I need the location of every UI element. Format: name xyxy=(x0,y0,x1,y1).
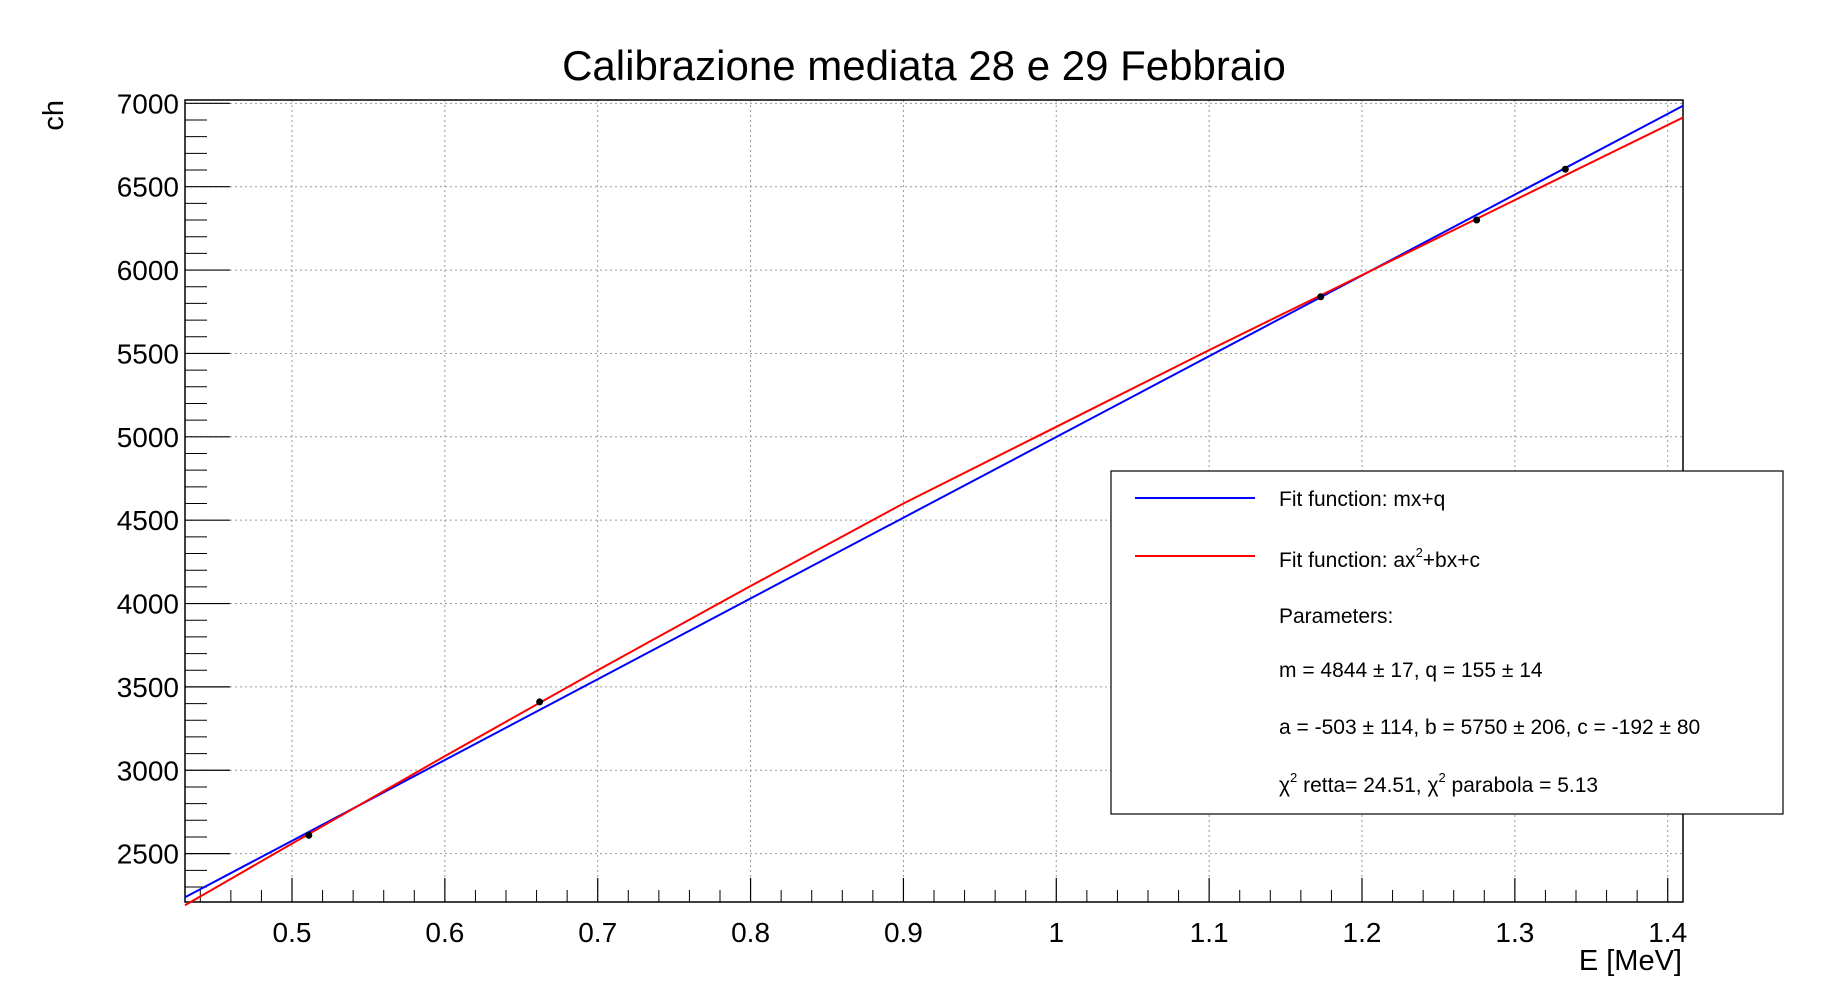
x-tick-label: 1 xyxy=(1048,917,1064,948)
legend-entry-parabolic: Fit function: ax2+bx+c xyxy=(1279,545,1480,572)
y-tick-label: 5000 xyxy=(117,422,179,453)
legend-parameters-heading: Parameters: xyxy=(1279,605,1393,628)
y-tick-label: 4000 xyxy=(117,589,179,620)
x-axis-title: E [MeV] xyxy=(1579,945,1682,977)
y-tick-label: 6500 xyxy=(117,172,179,203)
y-tick-label: 7000 xyxy=(117,88,179,119)
x-tick-label: 0.9 xyxy=(884,917,923,948)
data-point xyxy=(1317,293,1325,301)
x-tick-label: 1.4 xyxy=(1648,917,1687,948)
x-tick-label: 1.3 xyxy=(1495,917,1534,948)
legend-box xyxy=(1110,470,1784,815)
x-tick-label: 0.8 xyxy=(731,917,770,948)
data-point xyxy=(1561,165,1569,173)
tick-labels: 0.5 0.6 0.7 0.8 0.9 1 1.1 1.2 1.3 1.4 2500 3000 3500… xyxy=(117,88,1687,948)
chart-title: Calibrazione mediata 28 e 29 Febbraio xyxy=(562,42,1286,89)
axis-ticks xyxy=(185,102,1669,902)
data-point xyxy=(1473,216,1481,224)
x-tick-label: 1.2 xyxy=(1343,917,1382,948)
x-tick-label: 1.1 xyxy=(1190,917,1229,948)
y-tick-label: 4500 xyxy=(117,505,179,536)
y-tick-label: 3500 xyxy=(117,672,179,703)
x-tick-label: 0.6 xyxy=(425,917,464,948)
y-tick-label: 3000 xyxy=(117,755,179,786)
legend: Fit function: mx+q Fit function: ax2+bx+… xyxy=(1110,470,1784,815)
y-axis-title: ch xyxy=(38,100,70,131)
x-tick-label: 0.7 xyxy=(578,917,617,948)
legend-chi-square: χ2 retta= 24.51, χ2 parabola = 5.13 xyxy=(1279,770,1598,797)
parabolic-fit-curve xyxy=(184,116,1684,907)
y-tick-label: 6000 xyxy=(117,255,179,286)
fit-curves xyxy=(184,104,1684,907)
data-points xyxy=(305,165,1569,839)
data-point xyxy=(305,831,313,839)
legend-parabolic-params: a = -503 ± 114, b = 5750 ± 206, c = -192… xyxy=(1279,716,1700,739)
y-tick-label: 5500 xyxy=(117,338,179,369)
legend-entry-linear: Fit function: mx+q xyxy=(1279,488,1445,511)
y-tick-label: 2500 xyxy=(117,839,179,870)
data-point xyxy=(536,698,544,706)
x-tick-label: 0.5 xyxy=(273,917,312,948)
linear-fit-line xyxy=(184,104,1684,899)
legend-linear-params: m = 4844 ± 17, q = 155 ± 14 xyxy=(1279,659,1543,682)
